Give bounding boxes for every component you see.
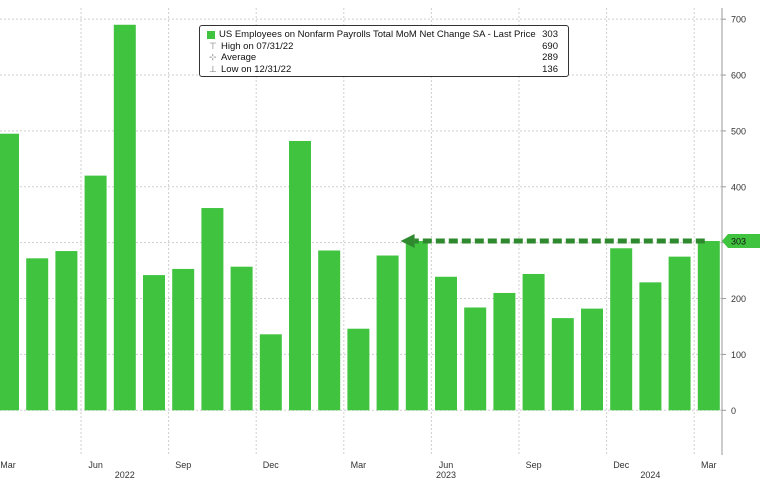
- y-tick-label: 500: [731, 126, 746, 136]
- year-label: 2023: [436, 470, 456, 479]
- last-price-tag-label: 303: [731, 236, 746, 246]
- legend-swatch: [207, 31, 215, 39]
- y-tick-label: 700: [731, 15, 746, 25]
- last-price-tag: [722, 233, 760, 248]
- legend-series-row: US Employees on Nonfarm Payrolls Total M…: [206, 29, 562, 41]
- legend-low-label: Low on 12/31/22: [221, 63, 292, 75]
- bar-2023-03: [347, 328, 370, 411]
- bar-2024-01: [639, 282, 662, 411]
- bar-2023-04: [376, 255, 399, 411]
- bar-2022-04: [26, 258, 49, 411]
- legend-average-row: ⊹ Average 289: [206, 52, 562, 64]
- axis-layer: 0100200300400500600700MarJunSepDecMarJun…: [0, 8, 760, 479]
- legend-high-value: 690: [542, 40, 558, 52]
- x-tick-label: Jun: [439, 460, 454, 470]
- y-tick-label: 200: [731, 294, 746, 304]
- bar-2023-01: [289, 140, 311, 411]
- legend-average-label: Average: [221, 52, 257, 63]
- bar-2022-11: [230, 266, 253, 411]
- legend-average-value: 289: [542, 52, 558, 63]
- arrow-head: [400, 233, 415, 248]
- bar-2022-06: [84, 175, 107, 411]
- year-label: 2022: [115, 470, 135, 479]
- bar-2024-03: [697, 240, 720, 411]
- bar-2023-06: [435, 276, 457, 411]
- bars-layer: [0, 24, 720, 411]
- x-tick-label: Mar: [351, 460, 367, 470]
- legend-low-value: 136: [542, 63, 558, 75]
- legend-low-row: ⊥ Low on 12/31/22 136: [206, 64, 562, 76]
- legend: US Employees on Nonfarm Payrolls Total M…: [199, 25, 569, 77]
- x-tick-label: Jun: [88, 460, 103, 470]
- legend-series-value: 303: [542, 29, 558, 40]
- bar-2023-10: [551, 318, 574, 411]
- bar-2023-07: [464, 307, 487, 411]
- legend-high-row: ⊤ High on 07/31/22 690: [206, 41, 562, 53]
- bar-2022-12: [259, 334, 282, 411]
- bar-2022-08: [143, 275, 165, 411]
- average-marker-icon: ⊹: [209, 52, 217, 62]
- y-tick-label: 0: [731, 406, 736, 416]
- legend-high-label: High on 07/31/22: [221, 40, 294, 52]
- bar-2023-02: [318, 250, 341, 411]
- y-tick-label: 400: [731, 182, 746, 192]
- bar-2022-10: [201, 208, 224, 411]
- x-tick-label: Dec: [263, 460, 280, 470]
- low-marker-icon: ⊥: [209, 63, 217, 74]
- bar-2023-12: [610, 248, 633, 411]
- y-tick-label: 600: [731, 71, 746, 81]
- x-tick-label: Mar: [0, 460, 16, 470]
- year-label: 2024: [640, 470, 660, 479]
- x-tick-label: Sep: [526, 460, 542, 470]
- x-tick-label: Mar: [701, 460, 717, 470]
- bar-2023-11: [581, 308, 603, 411]
- bar-2023-08: [493, 292, 516, 411]
- bar-2024-02: [668, 256, 691, 411]
- annotation-layer: [400, 233, 705, 248]
- x-tick-label: Dec: [613, 460, 630, 470]
- x-tick-label: Sep: [175, 460, 191, 470]
- legend-series-label: US Employees on Nonfarm Payrolls Total M…: [219, 29, 536, 40]
- bar-2023-09: [522, 273, 545, 411]
- y-tick-label: 100: [731, 350, 746, 360]
- bar-2022-05: [55, 251, 78, 411]
- bar-2022-03: [0, 133, 19, 411]
- high-marker-icon: ⊤: [209, 40, 217, 51]
- bar-2022-07: [113, 24, 136, 411]
- bar-2022-09: [172, 268, 195, 411]
- bar-2023-05: [405, 240, 428, 411]
